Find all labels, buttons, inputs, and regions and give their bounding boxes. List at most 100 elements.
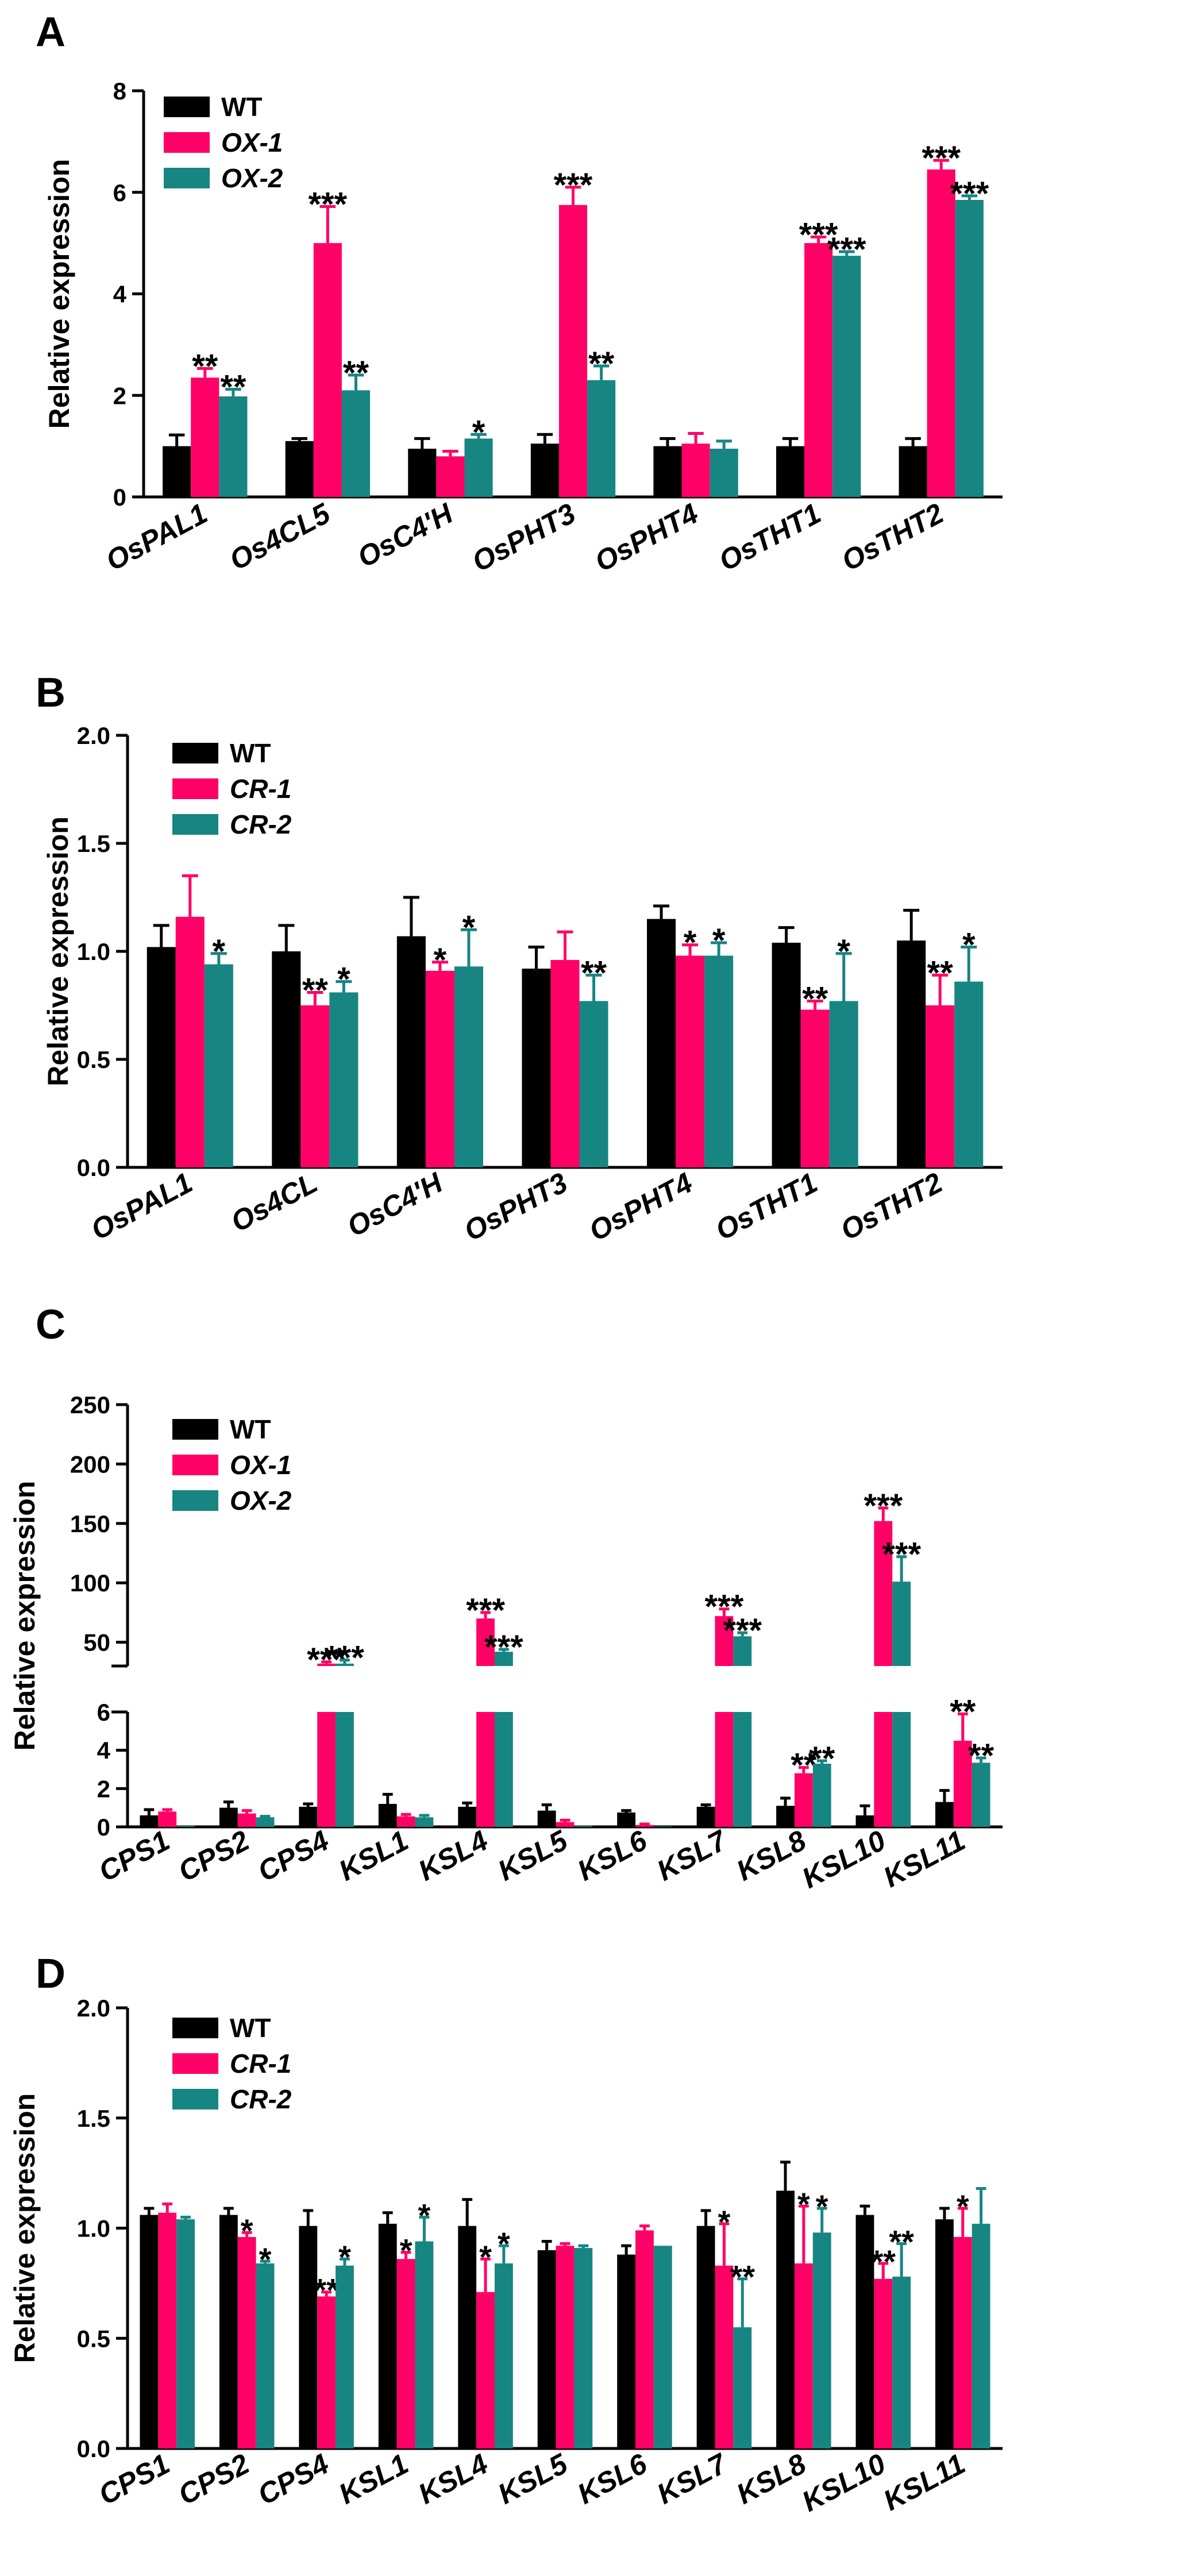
bar-CR-2-OsTHT1 — [829, 1001, 858, 1167]
x-tick-label: KSL10 — [797, 2447, 891, 2518]
bar-WT-KSL4 — [458, 2226, 477, 2448]
x-tick-label: OsPHT3 — [467, 497, 581, 578]
x-tick-label: OsTHT1 — [710, 1166, 823, 1246]
bar-CR-1-KSL1 — [396, 2259, 415, 2448]
bar-OX-2-KSL7 — [733, 1712, 752, 1827]
legend-swatch — [164, 97, 210, 117]
bar-CR-1-KSL11 — [953, 2236, 972, 2448]
y-axis-label: Relative expression — [42, 816, 74, 1086]
bar-WT-OsPAL1 — [163, 446, 191, 497]
significance-label: ** — [343, 354, 369, 392]
legend-label: OX-2 — [230, 1486, 292, 1515]
bar-OX-2-OsTHT2 — [955, 200, 984, 498]
bar-OX-1-OsPAL1 — [191, 377, 219, 497]
bar-CR-1-OsPHT4 — [676, 955, 705, 1167]
bar-OX-1-OsC4'H — [436, 456, 465, 497]
significance-label: * — [472, 414, 485, 451]
bar-CR-1-KSL8 — [794, 2263, 813, 2448]
x-tick-label: OsTHT2 — [836, 497, 949, 577]
x-tick-label: OsC4'H — [342, 1166, 448, 1243]
chart-panel-C: C 50 100 150 200 250 0 2 4 6 Relative expression CP… — [9, 1302, 1003, 1895]
bar-CR-1-CPS4 — [317, 2296, 336, 2448]
bar-CR-1-KSL6 — [635, 2230, 654, 2448]
bar-OX-1-OsPHT3 — [558, 205, 588, 497]
bar-upper-OX-1-KSL4 — [476, 1618, 495, 1666]
bar-OX-1-KSL6 — [635, 1825, 654, 1827]
bar-CR-2-KSL11 — [972, 2223, 990, 2448]
bar-WT-CPS4 — [299, 2226, 318, 2448]
significance-label: * — [418, 2197, 431, 2233]
significance-label: * — [462, 909, 476, 946]
legend-swatch — [172, 1455, 218, 1475]
panel-letter: D — [36, 1951, 65, 1997]
significance-label: *** — [307, 1641, 346, 1679]
bar-CR-1-CPS1 — [158, 2212, 177, 2448]
significance-label: * — [434, 942, 447, 979]
significance-label: *** — [705, 1588, 744, 1626]
legend-swatch — [172, 743, 218, 763]
bar-WT-KSL1 — [378, 2223, 397, 2448]
x-tick-label: KSL5 — [493, 1824, 573, 1887]
legend-label: CR-1 — [230, 774, 291, 804]
x-tick-label: OsC4'H — [352, 497, 458, 574]
legend-swatch — [172, 778, 218, 799]
bar-upper-OX-2-KSL7 — [733, 1636, 752, 1666]
bar-upper-OX-1-CPS4 — [317, 1663, 336, 1666]
significance-label: *** — [922, 140, 961, 177]
y-tick-label: 1.0 — [77, 938, 110, 965]
bar-OX-1-CPS1 — [158, 1811, 177, 1827]
significance-label: * — [957, 2188, 969, 2224]
bar-OX-1-KSL4 — [476, 1712, 495, 1827]
x-tick-label: KSL7 — [652, 1823, 733, 1887]
bar-CR-2-CPS2 — [256, 2263, 275, 2448]
bar-upper-OX-2-KSL10 — [892, 1582, 911, 1666]
x-tick-label: CPS4 — [253, 2447, 334, 2511]
legend-swatch — [172, 2089, 218, 2110]
y-tick-label: 200 — [70, 1451, 110, 1478]
bar-WT-OsPHT3 — [522, 969, 551, 1167]
bar-WT-OsTHT2 — [899, 446, 927, 497]
bar-CR-2-OsPHT3 — [579, 1001, 608, 1167]
legend-swatch — [172, 1490, 218, 1511]
x-tick-label: OsTHT1 — [714, 497, 826, 577]
bar-WT-KSL10 — [855, 2215, 874, 2448]
x-tick-label: KSL8 — [731, 1824, 811, 1887]
x-tick-label: KSL7 — [652, 2447, 733, 2510]
bar-WT-KSL11 — [935, 2219, 954, 2448]
significance-label: *** — [308, 186, 347, 223]
y-tick-label: 50 — [83, 1629, 110, 1656]
x-tick-label: KSL1 — [334, 1824, 414, 1887]
bar-OX-1-CPS4 — [317, 1712, 336, 1827]
y-axis-label: Relative expression — [9, 2093, 41, 2363]
y-axis-label: Relative expression — [9, 1481, 41, 1751]
bar-WT-OsTHT2 — [897, 940, 926, 1167]
legend-swatch — [164, 132, 210, 153]
bar-WT-CPS2 — [219, 2215, 238, 2448]
bar-WT-KSL8 — [776, 1806, 795, 1827]
legend-label: OX-1 — [230, 1450, 291, 1480]
legend-swatch — [172, 2018, 218, 2038]
bar-CR-2-OsTHT2 — [954, 981, 984, 1167]
x-tick-label: OsPHT4 — [589, 497, 703, 578]
legend-label: OX-1 — [221, 128, 283, 157]
bar-OX-1-KSL5 — [556, 1822, 575, 1827]
bar-CR-1-OsTHT1 — [800, 1009, 830, 1167]
bar-WT-KSL1 — [378, 1804, 397, 1827]
bar-WT-OsC4'H — [396, 936, 426, 1167]
bar-OX-1-OsTHT2 — [927, 169, 955, 497]
significance-label: *** — [950, 175, 989, 213]
y-tick-label: 0.5 — [77, 1046, 110, 1073]
bar-OX-2-OsPHT4 — [710, 449, 738, 497]
x-tick-label: CPS2 — [173, 2447, 255, 2511]
bar-WT-CPS4 — [299, 1807, 318, 1827]
significance-label: ** — [730, 2259, 755, 2295]
bar-CR-2-KSL10 — [892, 2276, 911, 2448]
bar-CR-2-OsC4'H — [454, 966, 483, 1167]
bar-CR-2-CPS4 — [336, 2265, 354, 2448]
bar-CR-1-KSL7 — [715, 2265, 734, 2448]
bar-OX-1-OsPHT4 — [681, 444, 710, 497]
x-tick-label: KSL10 — [797, 1824, 891, 1895]
significance-label: * — [400, 2232, 413, 2269]
bar-OX-2-OsPAL1 — [219, 396, 248, 497]
legend-label: CR-1 — [230, 2049, 291, 2078]
